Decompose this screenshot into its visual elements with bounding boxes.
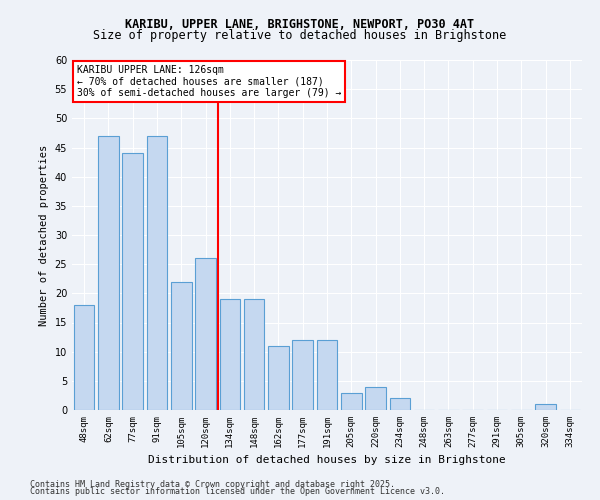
Bar bbox=[195, 258, 216, 410]
Bar bbox=[146, 136, 167, 410]
Bar bbox=[268, 346, 289, 410]
Bar bbox=[292, 340, 313, 410]
Bar bbox=[220, 299, 240, 410]
Bar bbox=[365, 386, 386, 410]
Text: Contains public sector information licensed under the Open Government Licence v3: Contains public sector information licen… bbox=[30, 487, 445, 496]
Text: Size of property relative to detached houses in Brighstone: Size of property relative to detached ho… bbox=[94, 29, 506, 42]
Text: Contains HM Land Registry data © Crown copyright and database right 2025.: Contains HM Land Registry data © Crown c… bbox=[30, 480, 395, 489]
Y-axis label: Number of detached properties: Number of detached properties bbox=[39, 144, 49, 326]
Bar bbox=[171, 282, 191, 410]
Text: KARIBU UPPER LANE: 126sqm
← 70% of detached houses are smaller (187)
30% of semi: KARIBU UPPER LANE: 126sqm ← 70% of detac… bbox=[77, 66, 341, 98]
Bar bbox=[74, 305, 94, 410]
X-axis label: Distribution of detached houses by size in Brighstone: Distribution of detached houses by size … bbox=[148, 456, 506, 466]
Bar bbox=[341, 392, 362, 410]
Text: KARIBU, UPPER LANE, BRIGHSTONE, NEWPORT, PO30 4AT: KARIBU, UPPER LANE, BRIGHSTONE, NEWPORT,… bbox=[125, 18, 475, 30]
Bar bbox=[317, 340, 337, 410]
Bar bbox=[389, 398, 410, 410]
Bar bbox=[98, 136, 119, 410]
Bar bbox=[122, 154, 143, 410]
Bar bbox=[244, 299, 265, 410]
Bar bbox=[535, 404, 556, 410]
